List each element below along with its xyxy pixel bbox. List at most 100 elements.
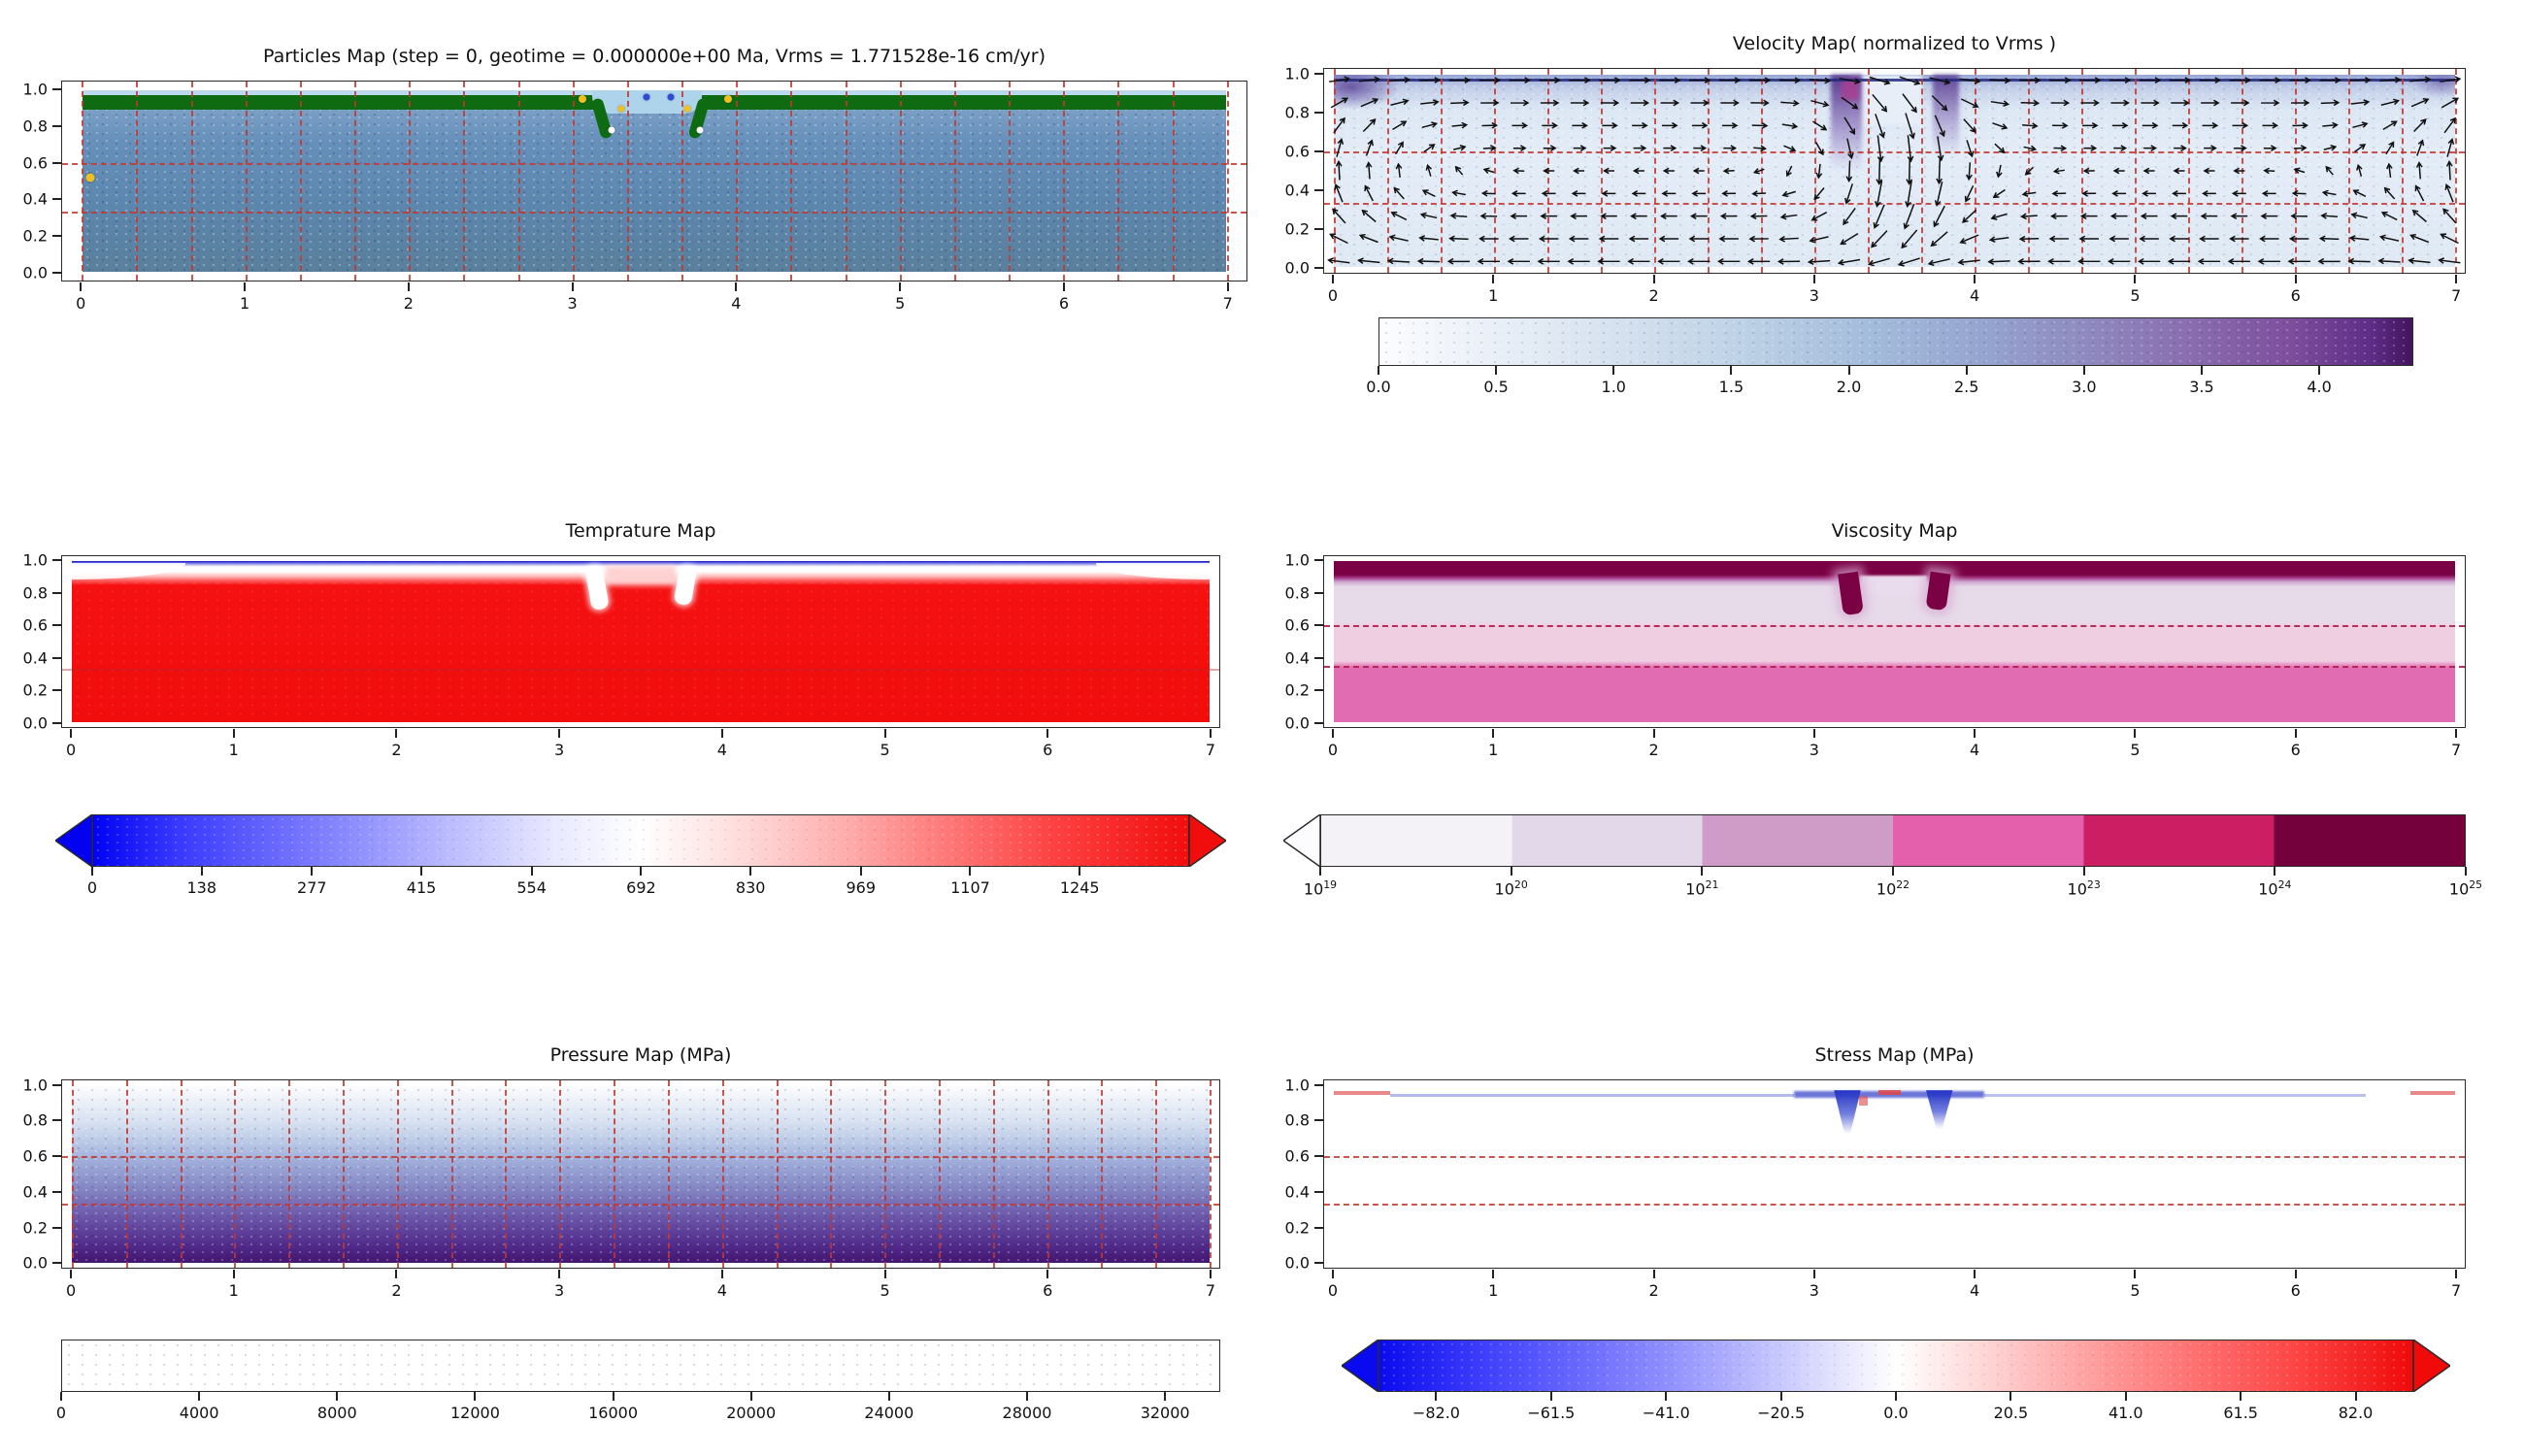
velocity-arrow — [1959, 78, 1981, 84]
velocity-arrow — [2024, 166, 2034, 176]
velocity-arrow — [1988, 236, 2009, 243]
tick-label: 0.4 — [1284, 181, 1310, 200]
velocity-arrow — [1567, 257, 1590, 265]
tick-mark — [244, 282, 247, 291]
velocity-arrow — [1929, 77, 1951, 85]
tick-mark — [1046, 1270, 1049, 1278]
tick-label: −61.5 — [1527, 1404, 1576, 1422]
velocity-arrow — [1902, 93, 1917, 114]
velocity-arrow — [1783, 145, 1797, 152]
velocity-arrow — [2320, 213, 2338, 219]
tick-mark — [1812, 729, 1815, 738]
velocity-arrow — [1542, 121, 1558, 129]
tick-label: 4000 — [179, 1404, 219, 1422]
tick-label: 6 — [2290, 286, 2301, 305]
tick-mark — [2294, 729, 2297, 738]
velocity-arrow — [2440, 233, 2459, 245]
velocity-arrow — [2408, 257, 2431, 264]
velocity-arrow — [1875, 114, 1886, 139]
velocity-arrow — [1723, 145, 1738, 152]
tick-label: 0 — [65, 741, 77, 759]
velocity-arrow — [2108, 257, 2131, 265]
velocity-arrow — [1600, 99, 1620, 107]
velocity-arrow — [1689, 213, 1708, 220]
tensile-streak-left — [1333, 1090, 1390, 1095]
hinge-tensile-fleck — [1858, 1096, 1868, 1107]
velocity-arrow — [2320, 99, 2341, 107]
velocity-arrow — [1876, 157, 1883, 185]
tick-label: 0.0 — [22, 263, 48, 282]
velocity-arrow — [1540, 99, 1560, 107]
velocity-arrow — [2325, 165, 2334, 176]
velocity-arrow — [1629, 77, 1651, 84]
temperature-colorbar — [92, 814, 1189, 867]
tick-label: 7 — [2450, 741, 2462, 759]
tick-label: 5 — [880, 1281, 890, 1300]
velocity-arrow — [1964, 185, 1975, 203]
tick-label: 6 — [1043, 741, 1053, 759]
velocity-arrow — [1335, 159, 1343, 181]
velocity-arrow — [1966, 162, 1973, 182]
velocity-arrow — [1906, 157, 1913, 185]
velocity-arrow — [1450, 99, 1470, 107]
tick-label: 969 — [846, 878, 877, 897]
velocity-arrow — [2171, 99, 2190, 107]
velocity-arrow — [1748, 235, 1769, 243]
tick-mark — [1510, 867, 1512, 876]
tick-mark — [1314, 721, 1323, 724]
velocity-arrow — [2385, 141, 2395, 155]
velocity-arrow — [1478, 235, 1499, 243]
velocity-arrow — [1388, 234, 1409, 242]
tick-label: 0.4 — [22, 648, 48, 668]
velocity-arrow — [1421, 121, 1439, 129]
tick-mark — [1974, 729, 1976, 738]
velocity-arrow — [2444, 183, 2454, 203]
velocity-arrow — [1719, 77, 1742, 84]
velocity-arrow — [1753, 145, 1768, 152]
tick-mark — [887, 1392, 890, 1401]
velocity-arrow — [1570, 99, 1590, 107]
temperature-colorbar-extend-min — [55, 814, 92, 867]
downwelling-plume-right — [1932, 74, 1960, 156]
velocity-arrow — [1540, 213, 1557, 219]
tick-label: 3 — [554, 1281, 565, 1300]
stress-colorbar-ticks: −82.0 −61.5 −41.0 −20.5 0.0 20.5 41.0 61.5 82.0 — [1378, 1392, 2413, 1425]
tick-mark — [60, 1392, 62, 1401]
velocity-arrow — [1963, 118, 1976, 133]
velocity-arrow — [2113, 145, 2128, 152]
tick-label: 16000 — [588, 1404, 639, 1422]
tick-label: 0.6 — [1284, 615, 1310, 635]
velocity-arrow — [2081, 122, 2099, 129]
tick-label: 2 — [1648, 741, 1659, 759]
velocity-arrow — [2199, 77, 2222, 84]
velocity-arrow — [1449, 213, 1468, 219]
velocity-arrow — [2079, 213, 2098, 220]
velocity-arrow — [1867, 257, 1890, 267]
tick-mark — [2294, 275, 2297, 283]
particles-map-title: Particles Map (step = 0, geotime = 0.000… — [263, 46, 1046, 67]
velocity-arrow — [1933, 205, 1945, 228]
velocity-arrow — [1843, 207, 1856, 226]
velocity-arrow — [1957, 258, 1980, 266]
velocity-arrow — [2322, 121, 2339, 129]
velocity-arrow — [1512, 167, 1525, 175]
velocity-arrow — [2416, 139, 2425, 156]
velocity-arrow — [1360, 97, 1379, 108]
tick-label: 1024 — [2258, 878, 2292, 899]
velocity-arrow — [2023, 145, 2038, 152]
tick-label: 24000 — [864, 1404, 914, 1422]
tick-mark — [70, 729, 73, 738]
velocity-arrow — [1990, 100, 2010, 108]
velocity-arrow — [1543, 145, 1557, 152]
tick-mark — [232, 1270, 235, 1278]
velocity-arrow — [1598, 235, 1619, 243]
tick-label: 0.8 — [22, 583, 48, 603]
velocity-colorbar-ticks: 0.0 0.5 1.0 1.5 2.0 2.5 3.0 3.5 4.0 — [1366, 366, 2413, 399]
velocity-arrow — [2233, 145, 2247, 152]
velocity-arrow — [2143, 145, 2157, 152]
tick-label: 1 — [1488, 286, 1499, 305]
velocity-arrow — [2261, 99, 2280, 107]
velocity-arrow — [1876, 135, 1884, 163]
velocity-arrow — [1602, 167, 1614, 175]
tick-mark — [395, 729, 398, 738]
